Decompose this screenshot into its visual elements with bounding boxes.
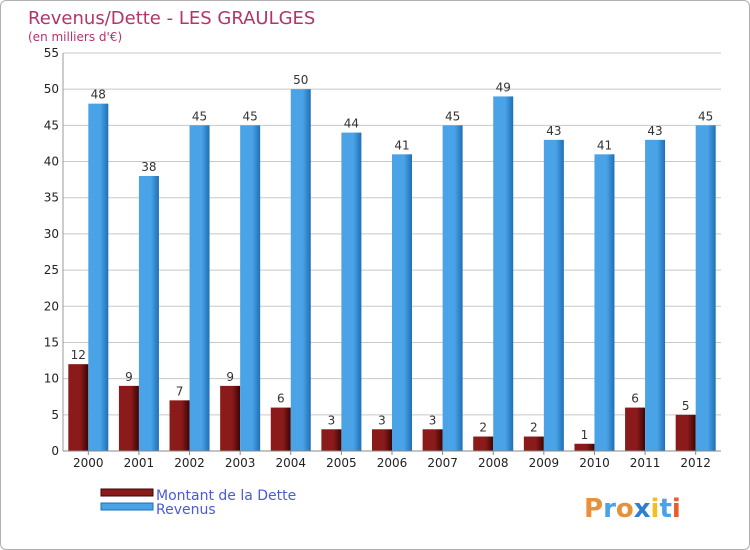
revenue-bar — [442, 125, 463, 451]
y-tick-label: 35 — [44, 191, 59, 205]
debt-bar — [270, 407, 291, 451]
debt-bar-value-label: 1 — [581, 428, 589, 442]
debt-bar-value-label: 9 — [125, 370, 133, 384]
y-tick-label: 15 — [44, 335, 59, 349]
revenue-bar — [645, 139, 666, 451]
logo-letter: x — [634, 494, 651, 524]
debt-bar-value-label: 3 — [429, 413, 437, 427]
revenue-bar-value-label: 48 — [91, 88, 106, 102]
debt-bar-value-label: 2 — [530, 421, 538, 435]
logo-letter: o — [616, 494, 634, 524]
debt-bar — [675, 414, 696, 451]
y-tick-label: 30 — [44, 227, 59, 241]
revenue-bar — [189, 125, 210, 451]
debt-bar — [68, 364, 89, 451]
revenue-bar — [594, 154, 615, 452]
revenue-bar — [240, 125, 261, 451]
x-tick-label: 2005 — [326, 456, 357, 470]
revenue-bar-value-label: 45 — [192, 109, 207, 123]
debt-bar-value-label: 6 — [277, 392, 285, 406]
logo-letter: r — [603, 494, 616, 524]
y-tick-label: 40 — [44, 155, 59, 169]
debt-bar — [169, 400, 190, 451]
revenue-bar — [341, 132, 362, 451]
debt-bar — [220, 385, 241, 451]
x-tick-label: 2000 — [73, 456, 104, 470]
y-tick-label: 5 — [51, 408, 59, 422]
debt-bar — [523, 436, 544, 451]
logo-letter: P — [584, 494, 603, 524]
debt-bar — [473, 436, 494, 451]
svg-text:Proxiti: Proxiti — [584, 494, 681, 524]
debt-bar-value-label: 6 — [631, 392, 639, 406]
x-tick-label: 2009 — [529, 456, 560, 470]
x-tick-label: 2006 — [377, 456, 408, 470]
debt-legend-swatch — [100, 488, 154, 497]
revenue-bar — [493, 96, 514, 451]
revenue-bar-value-label: 41 — [394, 138, 409, 152]
debt-bar-value-label: 3 — [378, 413, 386, 427]
y-tick-label: 20 — [44, 299, 59, 313]
logo-letter: t — [659, 494, 671, 524]
logo-letter: i — [672, 494, 681, 524]
y-tick-label: 55 — [44, 46, 59, 60]
x-tick-label: 2010 — [579, 456, 610, 470]
debt-bar-value-label: 3 — [328, 413, 336, 427]
x-tick-label: 2002 — [174, 456, 205, 470]
revenue-bar — [695, 125, 716, 451]
x-tick-label: 2012 — [680, 456, 711, 470]
x-tick-label: 2003 — [225, 456, 256, 470]
revenue-bar-value-label: 43 — [647, 124, 662, 138]
y-tick-label: 25 — [44, 263, 59, 277]
revenue-bar-value-label: 43 — [546, 124, 561, 138]
x-tick-label: 2008 — [478, 456, 509, 470]
revenue-bar — [543, 139, 564, 451]
debt-bar-value-label: 9 — [226, 370, 234, 384]
x-tick-label: 2007 — [427, 456, 458, 470]
revenue-bar-value-label: 45 — [243, 109, 258, 123]
debt-bar — [118, 385, 139, 451]
debt-bar-value-label: 12 — [71, 348, 86, 362]
chart-subtitle: (en milliers d'€) — [28, 30, 122, 44]
x-tick-label: 2001 — [124, 456, 155, 470]
y-tick-label: 50 — [44, 82, 59, 96]
x-tick-label: 2011 — [630, 456, 661, 470]
revenue-bar — [392, 154, 412, 452]
revenue-bar-value-label: 50 — [293, 73, 308, 87]
y-tick-label: 10 — [44, 372, 59, 386]
revenue-bar-value-label: 44 — [344, 117, 359, 131]
debt-legend-label: Montant de la Dette — [156, 488, 296, 504]
revenue-bar-value-label: 45 — [698, 109, 713, 123]
debt-bar-value-label: 5 — [682, 399, 690, 413]
revenue-bar-value-label: 49 — [496, 80, 511, 94]
revenue-bar — [138, 176, 159, 451]
y-tick-label: 45 — [44, 118, 59, 132]
revenue-bar — [290, 89, 311, 451]
debt-bar-value-label: 2 — [479, 421, 487, 435]
debt-bar — [321, 429, 342, 451]
logo-letter: i — [651, 494, 660, 524]
debt-bar — [372, 429, 392, 451]
revenue-legend-label: Revenus — [156, 502, 216, 518]
proxiti-logo: Proxiti — [584, 494, 681, 524]
debt-bar — [574, 443, 595, 451]
revenue-bar-value-label: 38 — [141, 160, 156, 174]
y-tick-label: 0 — [51, 444, 59, 458]
chart-title: Revenus/Dette - LES GRAULGES — [28, 8, 315, 29]
debt-bar — [625, 407, 646, 451]
x-tick-label: 2004 — [275, 456, 306, 470]
debt-bar — [422, 429, 443, 451]
revenue-legend-swatch — [100, 502, 154, 511]
debt-bar-value-label: 7 — [176, 384, 184, 398]
revenue-bar — [88, 103, 109, 452]
revenue-bar-value-label: 45 — [445, 109, 460, 123]
revenue-bar-value-label: 41 — [597, 138, 612, 152]
